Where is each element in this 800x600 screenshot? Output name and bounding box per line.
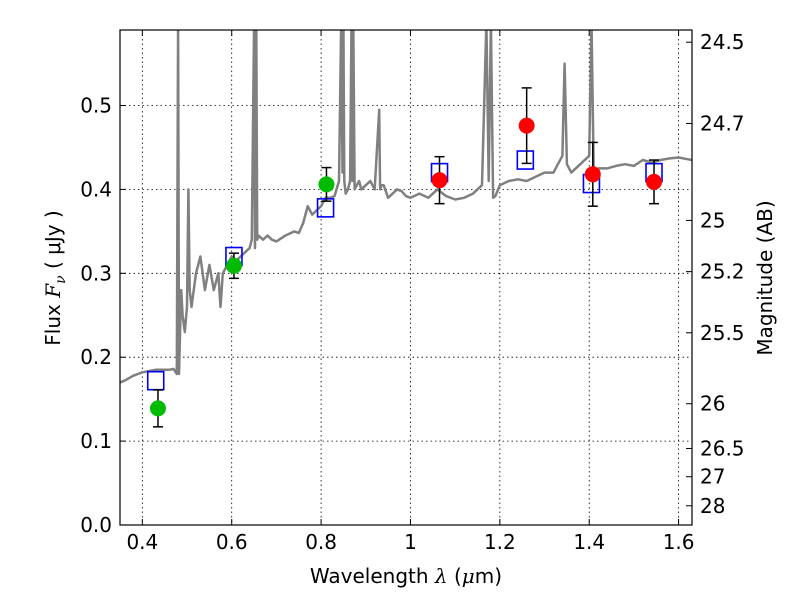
- right-tick-label: 25.5: [700, 321, 745, 345]
- right-axis-label: Magnitude (AB): [753, 200, 777, 355]
- right-tick-label: 25: [700, 208, 725, 232]
- x-tick-label: 1.4: [573, 530, 605, 554]
- observed-point: [431, 172, 448, 189]
- grid-lines: [120, 30, 692, 526]
- x-tick-label: 0.6: [216, 530, 248, 554]
- right-tick-label: 24.7: [700, 111, 745, 135]
- x-axis-label: Wavelength λ (μm): [310, 564, 502, 588]
- observed-point: [646, 173, 663, 190]
- right-tick-label: 28: [700, 494, 725, 518]
- x-tick-label: 1: [404, 530, 417, 554]
- observed-point: [318, 176, 335, 193]
- observed-point: [518, 117, 535, 134]
- plot-frame: [119, 29, 693, 526]
- x-tick-label: 1.2: [484, 530, 516, 554]
- axis-ticks: 0.4 0.6 0.8 1 1.2 1.4 1.6 0.0 0.1 0.2 0.3 0.4 0.5 24.…: [80, 30, 745, 554]
- plot-series: [120, 30, 692, 428]
- right-tick-label: 25.2: [700, 260, 745, 284]
- x-tick-label: 0.8: [305, 530, 337, 554]
- x-tick-label: 0.4: [126, 530, 158, 554]
- spectrum-line: [120, 30, 692, 384]
- right-tick-label: 26.5: [700, 436, 745, 460]
- model-point: [146, 370, 165, 391]
- right-tick-label: 26: [700, 392, 725, 416]
- y-tick-label: 0.5: [80, 94, 112, 118]
- x-tick-label: 1.6: [663, 530, 695, 554]
- observed-point: [149, 400, 166, 417]
- observed-point: [225, 257, 242, 274]
- y-tick-label: 0.1: [80, 429, 112, 453]
- right-tick-label: 24.5: [700, 30, 745, 54]
- model-point: [516, 150, 535, 170]
- y-tick-label: 0.2: [80, 345, 112, 369]
- observed-point: [584, 166, 601, 183]
- y-tick-label: 0.4: [80, 177, 112, 201]
- model-point: [316, 198, 335, 218]
- y-tick-label: 0.0: [80, 513, 112, 537]
- right-tick-label: 27: [700, 465, 725, 489]
- y-axis-label: Flux Fν ( μJy ): [41, 210, 69, 345]
- y-tick-label: 0.3: [80, 261, 112, 285]
